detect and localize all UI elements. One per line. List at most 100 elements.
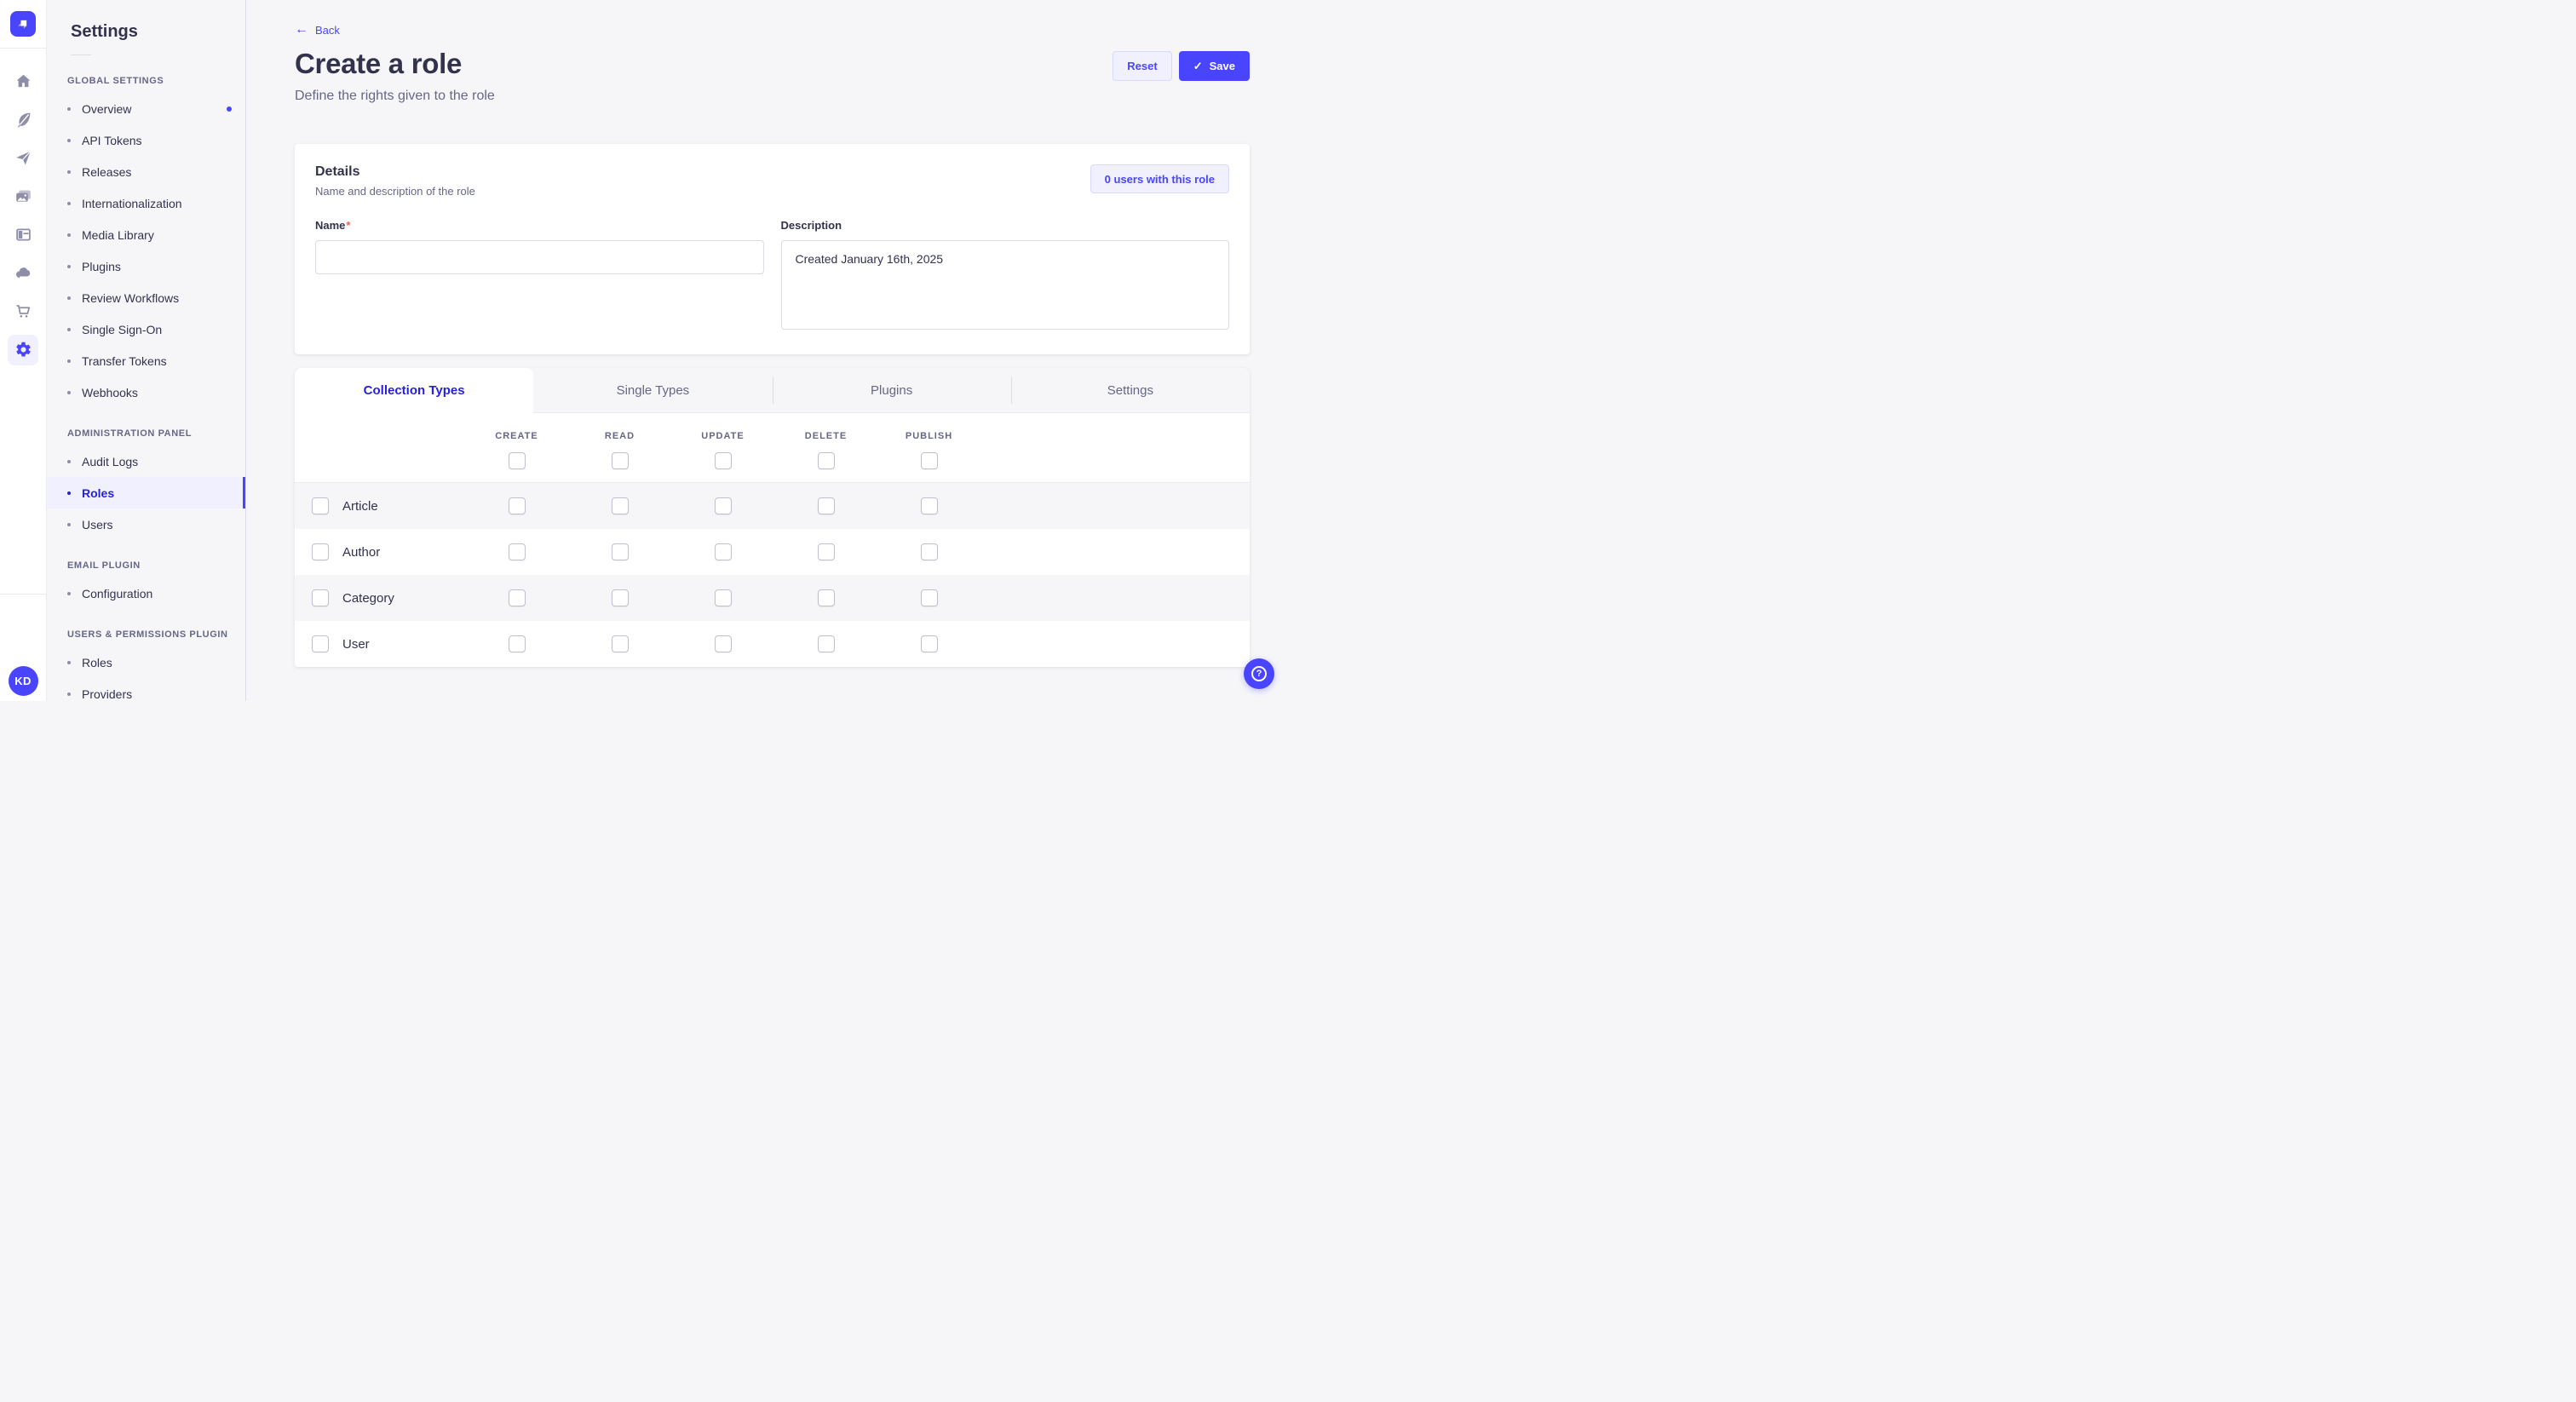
article-read-checkbox[interactable] <box>611 497 629 514</box>
article-create-checkbox[interactable] <box>508 497 526 514</box>
details-subtitle: Name and description of the role <box>315 185 475 198</box>
user-update-checkbox[interactable] <box>714 635 732 652</box>
sidebar-item-media-library[interactable]: Media Library <box>47 219 245 250</box>
header-divider <box>295 482 1250 483</box>
tab-settings[interactable]: Settings <box>1010 368 1250 413</box>
sidebar-item-releases[interactable]: Releases <box>47 156 245 187</box>
sidebar-item-label: Releases <box>82 164 132 179</box>
section-email-plugin: EMAIL PLUGIN Configuration <box>47 560 245 609</box>
page-header: Create a role Reset ✓ Save <box>295 48 1250 81</box>
row-select-checkbox[interactable] <box>312 589 329 606</box>
select-all-delete-checkbox[interactable] <box>817 452 835 469</box>
sidebar-item-configuration[interactable]: Configuration <box>47 577 245 609</box>
name-input[interactable] <box>315 240 764 274</box>
select-all-update-checkbox[interactable] <box>714 452 732 469</box>
row-label: Author <box>342 544 381 560</box>
user-avatar[interactable]: KD <box>8 666 38 696</box>
sidebar-item-overview[interactable]: Overview <box>47 93 245 124</box>
select-all-row <box>295 452 1250 482</box>
cloud-icon[interactable] <box>4 254 43 292</box>
sidebar-item-api-tokens[interactable]: API Tokens <box>47 124 245 156</box>
row-label-cell: Article <box>295 497 465 514</box>
images-icon[interactable] <box>4 177 43 215</box>
tab-collection-types[interactable]: Collection Types <box>295 368 534 413</box>
reset-button[interactable]: Reset <box>1113 51 1172 81</box>
sidebar-item-transfer-tokens[interactable]: Transfer Tokens <box>47 345 245 376</box>
user-publish-checkbox[interactable] <box>920 635 938 652</box>
page-subtitle: Define the rights given to the role <box>295 89 495 103</box>
select-all-read-checkbox[interactable] <box>611 452 629 469</box>
user-create-checkbox[interactable] <box>508 635 526 652</box>
users-with-role-button[interactable]: 0 users with this role <box>1090 164 1229 193</box>
sidebar-item-roles-up[interactable]: Roles <box>47 646 245 678</box>
sidebar-item-webhooks[interactable]: Webhooks <box>47 376 245 408</box>
back-link[interactable]: ← Back <box>295 23 340 37</box>
row-select-checkbox[interactable] <box>312 543 329 560</box>
column-header-create: CREATE <box>495 431 538 441</box>
row-select-checkbox[interactable] <box>312 497 329 514</box>
description-field-group: Description Created January 16th, 2025 <box>780 218 1229 334</box>
sidebar-item-label: Internationalization <box>82 196 182 210</box>
article-delete-checkbox[interactable] <box>817 497 835 514</box>
column-header-read: READ <box>604 431 635 441</box>
author-create-checkbox[interactable] <box>508 543 526 560</box>
layout-icon[interactable] <box>4 215 43 254</box>
sidebar-item-label: Single Sign-On <box>82 322 163 336</box>
tab-single-types[interactable]: Single Types <box>533 368 773 413</box>
bullet-dot <box>67 170 71 174</box>
feather-icon[interactable] <box>4 101 43 139</box>
back-label: Back <box>315 23 340 37</box>
row-label-cell: User <box>295 635 465 652</box>
category-delete-checkbox[interactable] <box>817 589 835 606</box>
sidebar-item-label: Review Workflows <box>82 290 180 305</box>
details-title: Details <box>315 164 360 179</box>
bullet-dot <box>67 459 71 463</box>
author-delete-checkbox[interactable] <box>817 543 835 560</box>
sidebar-item-providers[interactable]: Providers <box>47 678 245 701</box>
sidebar-item-label: Roles <box>82 486 115 500</box>
sidebar-item-audit-logs[interactable]: Audit Logs <box>47 445 245 477</box>
table-row-category: Category <box>295 575 1250 621</box>
author-publish-checkbox[interactable] <box>920 543 938 560</box>
sidebar-item-roles-admin[interactable]: Roles <box>47 477 245 509</box>
row-select-checkbox[interactable] <box>312 635 329 652</box>
sidebar-item-single-sign-on[interactable]: Single Sign-On <box>47 313 245 345</box>
sidebar-item-plugins[interactable]: Plugins <box>47 250 245 282</box>
category-publish-checkbox[interactable] <box>920 589 938 606</box>
bullet-dot <box>67 106 71 111</box>
author-read-checkbox[interactable] <box>611 543 629 560</box>
rail-icon-list <box>0 49 46 369</box>
bullet-dot <box>67 491 71 495</box>
row-label: Category <box>342 590 394 606</box>
category-create-checkbox[interactable] <box>508 589 526 606</box>
sidebar-item-review-workflows[interactable]: Review Workflows <box>47 282 245 313</box>
user-read-checkbox[interactable] <box>611 635 629 652</box>
description-textarea[interactable]: Created January 16th, 2025 <box>780 240 1229 330</box>
select-all-create-checkbox[interactable] <box>508 452 526 469</box>
tab-plugins[interactable]: Plugins <box>772 368 1011 413</box>
save-button[interactable]: ✓ Save <box>1178 51 1250 81</box>
gear-active-highlight <box>8 334 38 365</box>
cart-icon[interactable] <box>4 292 43 330</box>
rail-footer: KD <box>0 594 46 701</box>
sidebar-item-internationalization[interactable]: Internationalization <box>47 187 245 219</box>
bullet-dot <box>67 390 71 394</box>
article-publish-checkbox[interactable] <box>920 497 938 514</box>
app-root: KD Settings GLOBAL SETTINGS Overview API… <box>0 0 1288 701</box>
select-all-publish-checkbox[interactable] <box>920 452 938 469</box>
category-update-checkbox[interactable] <box>714 589 732 606</box>
section-label: EMAIL PLUGIN <box>67 560 141 571</box>
help-button[interactable]: ? <box>1244 658 1274 689</box>
article-update-checkbox[interactable] <box>714 497 732 514</box>
strapi-logo-icon[interactable] <box>10 11 36 37</box>
sidebar-item-label: Transfer Tokens <box>82 353 167 368</box>
user-delete-checkbox[interactable] <box>817 635 835 652</box>
check-icon: ✓ <box>1193 59 1203 72</box>
author-update-checkbox[interactable] <box>714 543 732 560</box>
sidebar-item-users[interactable]: Users <box>47 509 245 540</box>
category-read-checkbox[interactable] <box>611 589 629 606</box>
paper-plane-icon[interactable] <box>4 139 43 177</box>
home-icon[interactable] <box>4 62 43 101</box>
bullet-dot <box>67 327 71 331</box>
gear-icon[interactable] <box>4 330 43 369</box>
